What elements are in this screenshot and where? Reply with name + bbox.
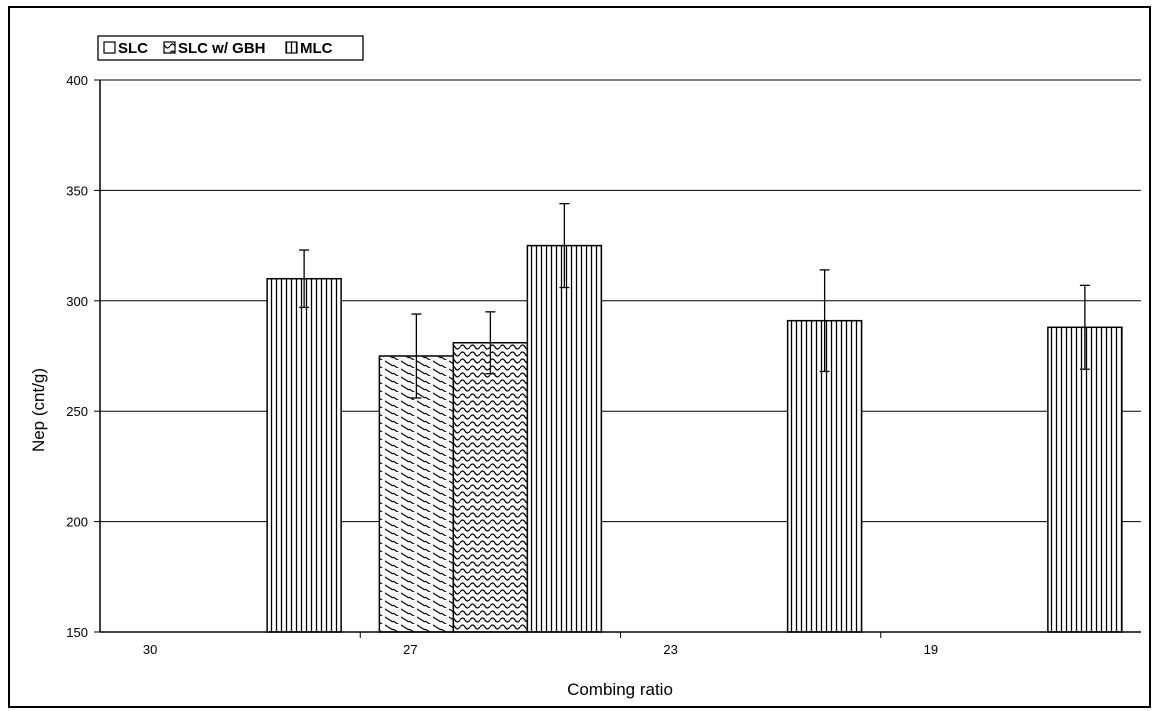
y-tick-label: 350 [66,183,88,198]
bar-mlc-30 [266,277,342,633]
legend-swatch-slc [103,41,116,54]
tick-labels: 150 200 250 300 350 400 30 27 23 19 [66,73,938,657]
error-bars [299,202,1090,399]
legend: SLC SLC w/ GBH MLC [97,35,364,61]
legend-label-slc-w-gbh: SLC w/ GBH [178,40,266,57]
axes [94,79,1141,638]
x-tick-label: 27 [403,642,417,657]
y-axis-title: Nep (cnt/g) [29,368,48,452]
bar-slc-w-gbh-27 [452,342,529,633]
x-axis-title: Combing ratio [567,680,673,699]
bar-mlc-27 [526,244,603,633]
x-tick-label: 30 [143,642,157,657]
y-tick-label: 200 [66,515,88,530]
legend-label-mlc: MLC [300,40,333,57]
legend-swatch-slc-w-gbh [163,41,176,54]
y-tick-label: 400 [66,73,88,88]
y-tick-label: 300 [66,294,88,309]
y-tick-label: 250 [66,404,88,419]
gridlines [100,79,1141,523]
x-tick-label: 19 [924,642,938,657]
bar-mlc-19 [1047,326,1123,633]
legend-box [97,35,364,61]
y-tick-label: 150 [66,625,88,640]
legend-swatch-mlc [285,41,298,54]
x-tick-label: 23 [663,642,677,657]
legend-label-slc: SLC [118,40,148,57]
bars [266,244,1123,633]
